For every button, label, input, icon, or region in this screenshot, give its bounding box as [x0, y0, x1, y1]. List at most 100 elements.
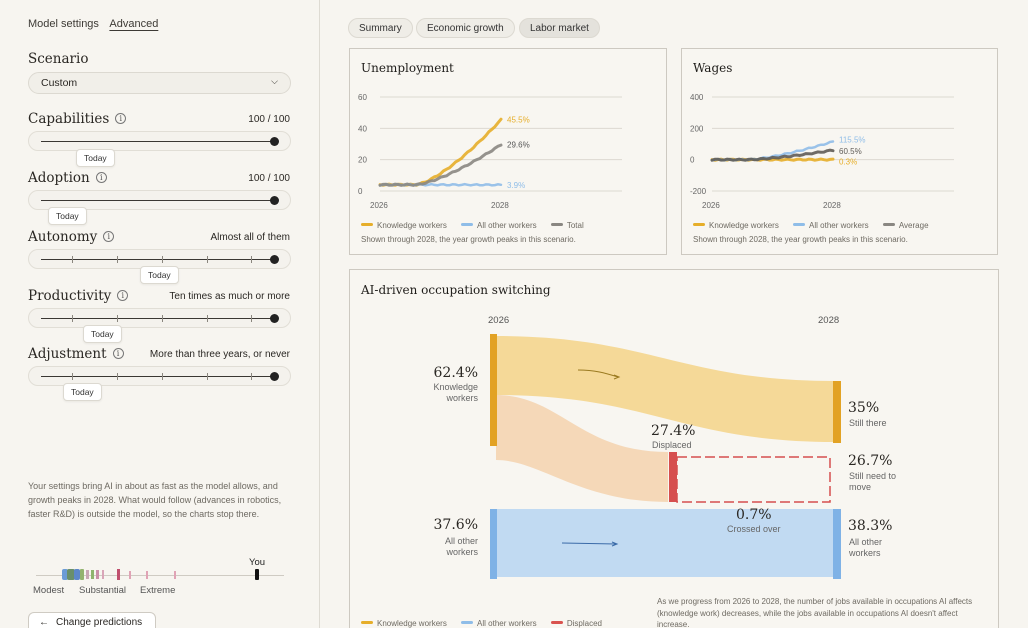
slider-label-adjustment: Adjustment i — [28, 346, 124, 362]
other-end-pct: 38.3% — [848, 518, 893, 534]
slider-tick — [207, 373, 208, 380]
wages-legend: Knowledge workers All other workers Aver… — [693, 221, 941, 230]
slider-tick — [251, 315, 252, 322]
switching-legend: Knowledge workers All other workers Disp… — [361, 619, 614, 628]
tab-labor-market[interactable]: Labor market — [519, 18, 600, 38]
node-other-start — [490, 509, 497, 579]
label-extreme: Extreme — [140, 585, 176, 596]
legend-knowledge: Knowledge workers — [361, 619, 447, 628]
node-displaced — [669, 452, 677, 502]
wages-card: Wages 400 200 0 -200 2026 2028 0.3% 115.5% 60.5%… — [681, 48, 998, 255]
end-value-label: 60.5% — [839, 147, 862, 156]
slider-label-productivity: Productivity i — [28, 288, 129, 304]
flow-other-workers — [496, 509, 835, 577]
y-tick-label: 0 — [690, 156, 695, 165]
legend-swatch — [882, 223, 895, 226]
legend-swatch — [361, 621, 373, 624]
unemployment-title: Unemployment — [361, 61, 454, 75]
switching-title: AI-driven occupation switching — [361, 283, 551, 297]
settings-summary: Your settings bring AI in about as fast … — [28, 481, 282, 519]
end-value-label: 0.3% — [839, 158, 857, 167]
displaced-label: Displaced — [652, 440, 692, 450]
capabilities-slider[interactable] — [28, 131, 291, 151]
slider-handle[interactable] — [270, 314, 279, 323]
node-knowledge-start — [490, 334, 497, 446]
legend-swatch — [550, 223, 563, 226]
change-predictions-button[interactable]: ← Change predictions — [28, 612, 156, 628]
dist-mark — [117, 569, 120, 580]
unemployment-chart: 60 40 20 0 2026 2028 45.5% 3.9% 29.6% — [358, 93, 622, 210]
series-line-1 — [378, 117, 503, 187]
info-icon[interactable]: i — [117, 290, 129, 301]
slider-label-autonomy: Autonomy i — [28, 229, 115, 245]
scenario-value: Custom — [41, 77, 78, 89]
legend-swatch — [461, 223, 474, 226]
slider-tick — [72, 256, 73, 263]
distribution-axis — [36, 575, 284, 576]
y-tick-label: 200 — [690, 124, 704, 133]
info-icon[interactable]: i — [115, 113, 127, 124]
dist-mark — [102, 570, 104, 579]
tab-summary[interactable]: Summary — [348, 18, 413, 38]
slider-tick — [162, 373, 163, 380]
end-value-label: 29.6% — [507, 141, 530, 150]
autonomy-value: Almost all of them — [210, 232, 290, 243]
slider-line — [41, 141, 274, 142]
y-tick-label: 20 — [358, 156, 367, 165]
arrow-right-icon — [577, 369, 619, 378]
today-marker: Today — [63, 383, 102, 401]
slider-line — [41, 318, 274, 319]
legend-knowledge: Knowledge workers — [361, 221, 447, 230]
slider-tick — [251, 373, 252, 380]
need-to-move-pct: 26.7% — [848, 453, 893, 469]
slider-tick — [72, 315, 73, 322]
today-marker: Today — [140, 266, 179, 284]
arrow-left-icon: ← — [39, 617, 49, 628]
info-icon[interactable]: i — [112, 348, 124, 359]
slider-handle[interactable] — [270, 372, 279, 381]
legend-swatch — [550, 621, 563, 624]
tab-model-settings[interactable]: Model settings — [28, 18, 99, 30]
productivity-slider[interactable] — [28, 308, 291, 328]
unemployment-legend: Knowledge workers All other workers Tota… — [361, 221, 596, 230]
flow-knowledge-displaced — [496, 395, 668, 502]
knowledge-start-pct: 62.4% — [433, 365, 478, 381]
info-icon[interactable]: i — [103, 231, 115, 242]
settings-nav: Model settings Advanced — [28, 18, 166, 30]
dist-mark — [74, 569, 80, 580]
tab-economic-growth[interactable]: Economic growth — [416, 18, 515, 38]
end-value-label: 3.9% — [507, 181, 525, 190]
legend-total: Total — [550, 221, 584, 230]
adoption-label: Adoption — [28, 170, 90, 186]
slider-tick — [117, 315, 118, 322]
info-icon[interactable]: i — [95, 172, 107, 183]
slider-tick — [207, 256, 208, 263]
other-start-pct: 37.6% — [433, 517, 478, 533]
slider-handle[interactable] — [270, 137, 279, 146]
displaced-pct: 27.4% — [651, 423, 696, 439]
capabilities-label: Capabilities — [28, 111, 110, 127]
change-predictions-label: Change predictions — [56, 617, 143, 628]
tab-advanced[interactable]: Advanced — [109, 18, 159, 30]
crossed-label: Crossed over — [727, 524, 781, 534]
slider-line — [41, 259, 274, 260]
year-start: 2026 — [488, 315, 510, 326]
scenario-select[interactable]: Custom ⌵ — [28, 72, 291, 94]
legend-displaced: Displaced — [550, 619, 602, 628]
slider-tick — [72, 373, 73, 380]
y-tick-label: 40 — [358, 124, 367, 133]
arrow-right-icon — [611, 541, 619, 547]
legend-swatch — [693, 223, 705, 226]
unemployment-note: Shown through 2028, the year growth peak… — [361, 235, 576, 244]
unemployment-card: Unemployment 60 40 20 0 2026 2028 45.5% 3.9% 29.… — [349, 48, 667, 255]
arrow-right-icon — [613, 374, 621, 380]
slider-label-adoption: Adoption i — [28, 170, 107, 186]
legend-label: All other workers — [809, 221, 869, 230]
dist-mark — [146, 571, 148, 579]
end-value-label: 45.5% — [507, 116, 530, 125]
legend-swatch — [461, 621, 474, 624]
adoption-slider[interactable] — [28, 190, 291, 210]
slider-handle[interactable] — [270, 255, 279, 264]
slider-handle[interactable] — [270, 196, 279, 205]
adjustment-slider[interactable] — [28, 366, 291, 386]
